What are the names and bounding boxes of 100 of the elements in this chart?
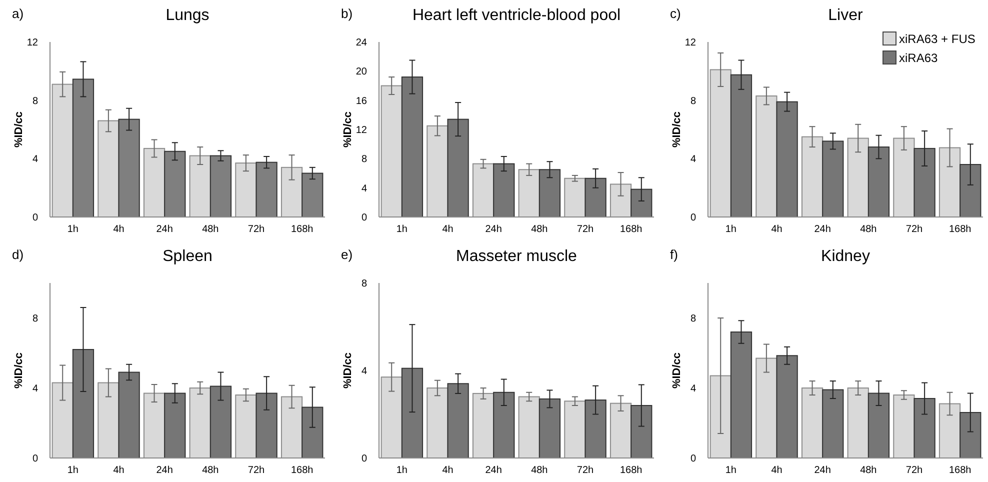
chart-title: Spleen <box>162 248 212 265</box>
y-tick-label: 8 <box>32 314 38 324</box>
x-tick-label: 168h <box>290 465 314 476</box>
x-tick-label: 24h <box>156 224 173 235</box>
bar <box>630 188 652 218</box>
x-tick-label: 1h <box>396 224 408 235</box>
y-axis-title: %ID/cc <box>671 111 683 148</box>
x-tick-label: 48h <box>531 465 548 476</box>
x-tick-label: 1h <box>725 224 736 235</box>
chart-title: Lungs <box>166 7 210 24</box>
bar <box>730 74 752 218</box>
bar <box>210 386 232 458</box>
x-tick-label: 48h <box>860 465 877 476</box>
y-tick-label: 4 <box>690 154 696 166</box>
bar <box>256 392 278 458</box>
bar <box>447 118 469 218</box>
bar <box>584 178 606 218</box>
text: e) <box>341 247 353 262</box>
bar <box>493 163 515 218</box>
x-tick-label: 168h <box>290 224 314 235</box>
x-tick-label: 4h <box>442 224 454 235</box>
x-tick-label: 4h <box>113 224 124 235</box>
bar <box>538 169 561 218</box>
x-tick-label: 4h <box>771 465 782 476</box>
y-tick-label: 4 <box>361 366 368 377</box>
x-tick-label: 1h <box>396 465 408 476</box>
legend-label: xiRA63 + FUS <box>899 32 976 46</box>
y-tick-label: 8 <box>361 154 368 166</box>
y-tick-label: 4 <box>32 154 38 166</box>
x-tick-label: 24h <box>814 465 831 476</box>
x-tick-label: 72h <box>248 465 265 476</box>
y-tick-label: 4 <box>361 183 368 194</box>
y-axis-title: %ID/cc <box>13 111 25 148</box>
bar <box>538 398 561 458</box>
y-tick-label: 4 <box>32 384 38 394</box>
bar <box>776 355 798 458</box>
bar <box>960 412 982 458</box>
text: b) <box>341 6 353 21</box>
x-tick-label: 72h <box>906 465 923 476</box>
bar <box>776 101 798 218</box>
bar <box>822 389 844 458</box>
text: f) <box>670 247 678 262</box>
y-tick-label: 0 <box>361 212 368 224</box>
bar <box>960 164 982 218</box>
y-tick-label: 12 <box>684 38 696 48</box>
bar <box>401 76 424 218</box>
y-tick-label: 24 <box>356 38 368 48</box>
x-tick-label: 72h <box>576 465 594 476</box>
y-tick-label: 0 <box>361 454 368 464</box>
y-axis-title: %ID/cc <box>671 352 683 389</box>
y-tick-label: 4 <box>690 384 696 394</box>
x-tick-label: 48h <box>202 224 219 235</box>
y-tick-label: 16 <box>356 96 368 107</box>
bar <box>630 405 652 458</box>
x-tick-label: 24h <box>485 465 502 476</box>
x-tick-label: 1h <box>67 224 78 235</box>
x-tick-label: 4h <box>442 465 454 476</box>
y-tick-label: 8 <box>690 314 696 324</box>
bar <box>493 392 515 458</box>
x-tick-label: 48h <box>531 224 548 235</box>
y-tick-label: 8 <box>690 96 696 107</box>
chart-title: Liver <box>828 7 864 24</box>
chart-title: Kidney <box>821 248 870 265</box>
chart-title: Heart left ventricle-blood pool <box>412 7 621 24</box>
x-tick-label: 4h <box>771 224 782 235</box>
bar <box>914 398 936 458</box>
bar <box>868 392 890 458</box>
x-tick-label: 48h <box>202 465 219 476</box>
text: c) <box>670 6 681 21</box>
text: d) <box>12 247 24 262</box>
bar <box>914 148 936 218</box>
chart-title: Masseter muscle <box>456 248 578 265</box>
x-tick-label: 72h <box>248 224 265 235</box>
text: a) <box>12 6 24 21</box>
x-tick-label: 168h <box>948 224 972 235</box>
y-tick-label: 12 <box>356 125 368 136</box>
bar <box>584 400 606 458</box>
bar <box>72 349 94 458</box>
x-tick-label: 168h <box>948 465 972 476</box>
x-tick-label: 24h <box>156 465 173 476</box>
x-tick-label: 24h <box>485 224 502 235</box>
bar <box>401 368 424 458</box>
x-tick-label: 1h <box>67 465 78 476</box>
x-tick-label: 168h <box>620 465 642 476</box>
bar <box>868 146 890 218</box>
bar <box>302 406 324 458</box>
y-axis-title: %ID/cc <box>342 352 354 389</box>
y-tick-label: 0 <box>690 212 696 224</box>
y-tick-label: 0 <box>690 454 696 464</box>
x-tick-label: 4h <box>113 465 124 476</box>
x-tick-label: 168h <box>620 224 642 235</box>
y-tick-label: 12 <box>26 38 38 48</box>
y-tick-label: 0 <box>32 212 38 224</box>
bar <box>730 332 752 458</box>
y-axis-title: %ID/cc <box>342 111 354 148</box>
y-tick-label: 0 <box>32 454 38 464</box>
bar <box>118 372 140 458</box>
bar <box>447 383 469 458</box>
x-tick-label: 1h <box>725 465 736 476</box>
bar <box>822 140 844 218</box>
